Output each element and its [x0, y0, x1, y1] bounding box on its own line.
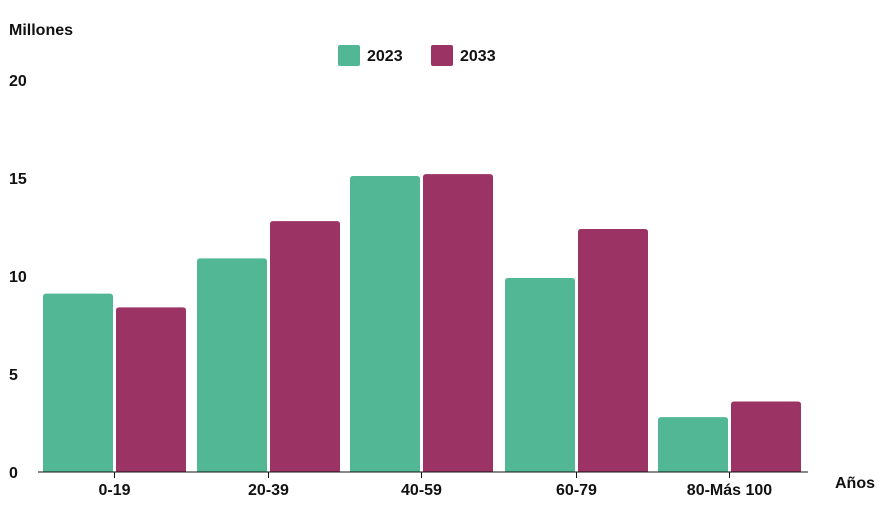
bar-2023-40-59: [350, 176, 420, 473]
x-axis-label: Años: [835, 475, 875, 492]
bars: [38, 174, 808, 473]
y-tick-label: 20: [9, 73, 27, 90]
legend: 2023 2033: [338, 45, 496, 66]
bar-2033-0-19: [116, 307, 186, 472]
bar-2033-80-Más 100: [731, 401, 801, 472]
bar-2023-20-39: [197, 258, 267, 472]
bar-2023-0-19: [43, 293, 113, 472]
y-tick-label: 10: [9, 269, 27, 286]
legend-swatch-2033: [431, 45, 453, 66]
y-axis-ticks: 0 5 10 15 20: [9, 73, 27, 482]
x-tick-label: 0-19: [98, 482, 130, 499]
y-tick-label: 15: [9, 171, 27, 188]
legend-label-2023: 2023: [367, 48, 403, 65]
bar-2023-80-Más 100: [658, 417, 728, 472]
bar-2033-40-59: [423, 174, 493, 472]
legend-swatch-2023: [338, 45, 360, 66]
x-tick-label: 20-39: [248, 482, 289, 499]
bar-2033-20-39: [270, 221, 340, 472]
legend-label-2033: 2033: [460, 48, 496, 65]
y-axis-label: Millones: [9, 22, 73, 39]
x-tick-label: 40-59: [401, 482, 442, 499]
y-tick-label: 5: [9, 367, 18, 384]
x-axis-ticks: 0-19 20-39 40-59 60-79 80-Más 100: [98, 472, 772, 499]
x-tick-label: 80-Más 100: [687, 482, 772, 499]
bar-2023-60-79: [505, 277, 575, 472]
x-tick-label: 60-79: [556, 482, 597, 499]
y-tick-label: 0: [9, 465, 18, 482]
bar-2033-60-79: [578, 228, 648, 472]
